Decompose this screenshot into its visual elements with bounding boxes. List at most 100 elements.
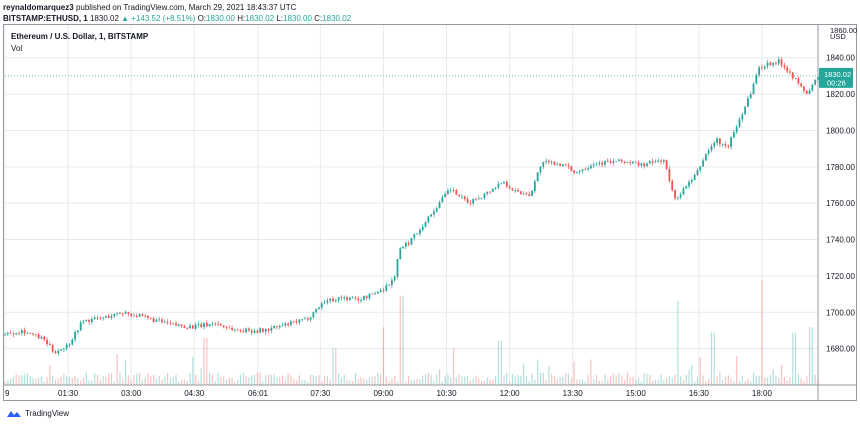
candle-body [177,324,180,326]
volume-bar [573,361,575,385]
volume-bar [12,376,15,385]
candle-body [304,318,306,320]
candle-body [646,163,648,167]
volume-bar [553,376,556,385]
volume-bar [248,377,250,385]
candle-body [138,314,141,317]
candle-body [452,189,455,191]
candle-body [219,324,222,326]
volume-bar [567,373,570,385]
volume-bar [242,372,244,385]
candle-body [716,138,718,144]
publish-info: published on TradingView.com, March 29, … [75,3,297,12]
candle-body [430,214,433,217]
candle-body [553,161,556,165]
candle-body [312,312,315,318]
candle-body [222,325,225,327]
candle-body [318,307,320,309]
candle-body [228,327,231,329]
candle-body [197,324,200,325]
candle-body [679,194,682,198]
candle-body [4,333,6,335]
candle-body [522,193,525,195]
volume-bar [688,369,690,385]
candle-body [96,317,99,319]
volume-bar [251,375,253,385]
high-label: H: [237,14,246,23]
volume-bar [492,379,494,385]
volume-bar [736,355,738,385]
last-price: 1830.02 [89,14,119,23]
candle-body [511,188,514,191]
volume-bar [646,373,648,385]
volume-bar [10,378,12,385]
volume-bar [680,376,682,385]
candle-body [371,293,374,295]
candle-body [20,330,23,334]
candle-body [9,332,12,334]
volume-bar [197,380,200,385]
volume-bar [738,380,741,385]
volume-bar [741,375,743,385]
candle-body [466,199,469,203]
volume-bar [382,327,385,385]
candle-body [127,312,130,314]
volume-bar [357,379,359,385]
volume-bar [220,377,222,385]
footer-brand[interactable]: TradingView [6,408,69,419]
candle-body [135,315,138,317]
candle-body [755,74,758,84]
volume-bar [520,375,522,385]
candle-body [688,181,690,187]
candle-body [329,298,332,301]
volume-bar [346,380,348,385]
candle-body [447,190,449,194]
candle-body [634,161,637,163]
candle-body [183,325,186,328]
candle-body [508,186,511,189]
volume-bar [677,301,679,385]
author-name[interactable]: reynaldomarquez3 [3,3,74,12]
candle-body [402,246,404,249]
volume-bar [24,374,26,385]
volume-bar [195,375,197,385]
candle-body [175,323,177,326]
volume-bar [651,381,654,385]
candle-body [346,297,348,300]
volume-bar [340,377,343,385]
candle-body [791,72,794,79]
volume-bar [380,374,382,385]
volume-bar [267,374,270,385]
volume-bar [800,378,802,385]
volume-bar [604,374,606,385]
candle-body [654,161,657,163]
volume-bar [537,359,539,385]
candle-body [657,160,660,162]
volume-bar [551,373,553,385]
volume-bar [309,374,312,385]
candle-body [203,322,205,327]
x-tick-label: 12:00 [500,389,521,398]
candle-body [278,325,281,328]
candle-body [200,324,203,327]
candle-body [752,83,755,95]
volume-bar [211,374,214,385]
volume-bar [399,295,401,385]
volume-bar [4,381,6,385]
volume-bar [88,380,90,385]
candle-body [54,351,57,354]
x-tick-label: 10:30 [437,389,458,398]
candle-body [503,181,505,184]
candle-body [121,313,124,315]
candle-body [811,84,814,91]
volume-bar [276,376,278,385]
volume-bar [281,375,284,385]
volume-bar [808,327,811,385]
candle-body [231,327,233,331]
volume-bar [424,374,427,385]
candle-body [483,193,486,199]
candle-body [564,164,567,166]
volume-bar [548,365,550,385]
volume-bar [141,379,143,385]
